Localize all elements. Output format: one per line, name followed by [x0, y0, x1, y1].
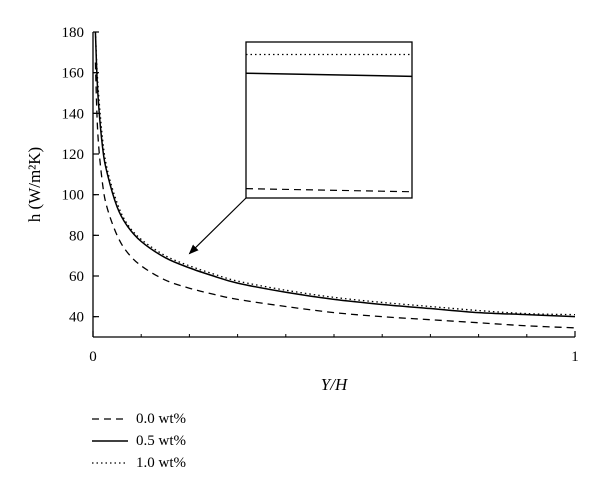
y-tick-label: 80: [69, 228, 84, 244]
legend-item-0: 0.0 wt%: [92, 410, 292, 432]
y-axis-label: h (W/m²K): [25, 147, 44, 222]
inset-arrow: [188, 197, 247, 255]
legend-swatch-dotted: [92, 462, 128, 464]
legend-label: 1.0 wt%: [136, 455, 186, 471]
inset-box: [245, 41, 413, 199]
y-tick-label: 40: [69, 310, 84, 326]
legend-label: 0.5 wt%: [136, 433, 186, 449]
y-tick-label: 100: [62, 188, 85, 204]
legend-swatch-dashed: [92, 418, 128, 420]
series-line-solid: [94, 31, 576, 318]
series-line-dashed: [94, 62, 576, 329]
inset-line-solid: [245, 72, 413, 78]
x-tick-label: 1: [571, 349, 579, 365]
legend-swatch-solid: [92, 440, 128, 442]
legend-item-2: 1.0 wt%: [92, 454, 292, 476]
line-chart: 40 60 80 100 120 140 160 180 0 1 h (W/m²K) Y/H: [25, 25, 579, 394]
y-tick-label: 160: [62, 66, 85, 82]
y-tick-label: 120: [62, 147, 85, 163]
x-tick-label: 0: [89, 349, 97, 365]
inset-line-dashed: [245, 188, 413, 193]
inset-zoom-box: [188, 41, 413, 255]
legend-item-1: 0.5 wt%: [92, 432, 292, 454]
y-tick-label: 180: [62, 25, 85, 41]
x-axis-label: Y/H: [321, 375, 349, 394]
y-tick-label: 60: [69, 269, 84, 285]
y-tick-label: 140: [62, 106, 85, 122]
series-lines: [94, 31, 576, 329]
legend-label: 0.0 wt%: [136, 411, 186, 427]
legend: 0.0 wt% 0.5 wt% 1.0 wt%: [92, 410, 292, 476]
axis-ticks: 40 60 80 100 120 140 160 180 0 1: [62, 25, 579, 365]
